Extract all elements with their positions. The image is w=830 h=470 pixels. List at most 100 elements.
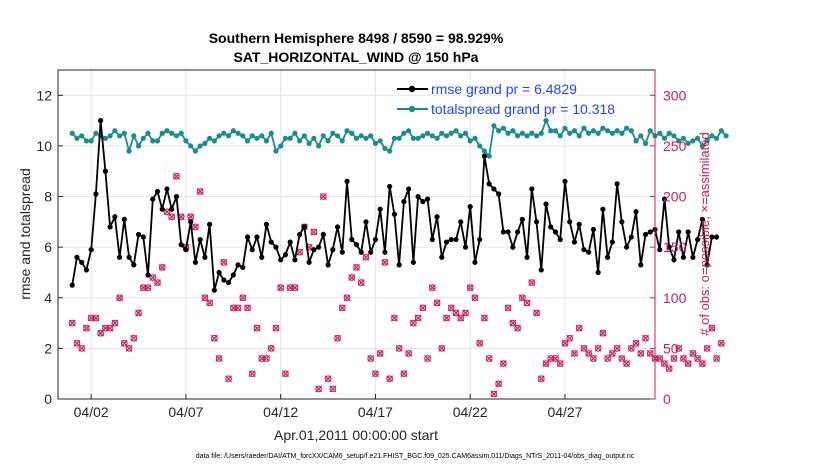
obs-possible-circle: [490, 390, 498, 398]
totalspread-point: [344, 128, 350, 134]
obs-count-marker: [433, 299, 441, 307]
x-tick-label: 04/02: [74, 404, 109, 420]
rmse-point: [334, 224, 341, 230]
obs-possible-circle: [244, 304, 251, 312]
rmse-point: [169, 206, 175, 212]
totalspread-point: [699, 143, 705, 149]
obs-assimilated-cross: [537, 375, 545, 383]
obs-assimilated-cross: [386, 375, 394, 383]
rmse-point: [93, 191, 99, 197]
totalspread-point: [448, 130, 454, 136]
obs-assimilated-cross: [253, 324, 261, 332]
totalspread-point: [183, 138, 189, 144]
obs-count-marker: [343, 294, 351, 302]
obs-possible-circle: [476, 339, 484, 347]
rmse-point: [538, 267, 544, 273]
obs-possible-circle: [575, 324, 583, 332]
totalspread-point: [500, 125, 506, 131]
obs-assimilated-cross: [428, 284, 436, 292]
obs-possible-circle: [680, 355, 687, 362]
obs-possible-circle: [376, 350, 384, 357]
rmse-point: [292, 257, 298, 263]
totalspread-point: [116, 133, 123, 139]
obs-possible-circle: [348, 274, 356, 281]
obs-possible-circle: [73, 339, 81, 347]
obs-assimilated-cross: [623, 360, 630, 367]
obs-assimilated-cross: [220, 258, 228, 266]
obs-possible-circle: [504, 304, 512, 312]
obs-possible-circle: [438, 345, 446, 352]
obs-assimilated-cross: [481, 314, 488, 322]
rmse-point: [135, 231, 142, 238]
rmse-point: [448, 236, 454, 243]
obs-count-marker: [575, 324, 583, 332]
rmse-point: [406, 186, 412, 192]
totalspread-point: [661, 135, 668, 141]
obs-assimilated-cross: [116, 294, 124, 302]
obs-possible-circle: [609, 350, 616, 357]
obs-possible-circle: [419, 304, 427, 312]
obs-assimilated-cross: [575, 324, 583, 332]
obs-possible-circle: [618, 355, 626, 362]
obs-assimilated-cross: [353, 263, 360, 271]
obs-assimilated-cross: [324, 375, 332, 383]
obs-assimilated-cross: [390, 314, 398, 322]
obs-count-marker: [613, 344, 621, 352]
obs-assimilated-cross: [485, 355, 493, 362]
obs-assimilated-cross: [443, 314, 450, 322]
totalspread-point: [145, 130, 151, 136]
obs-count-marker: [670, 355, 678, 362]
rmse-point: [297, 231, 303, 238]
obs-count-marker: [215, 355, 223, 362]
rmse-point: [344, 178, 350, 184]
obs-possible-circle: [556, 360, 564, 367]
obs-assimilated-cross: [130, 334, 138, 342]
totalspread-point: [88, 138, 94, 144]
obs-assimilated-cross: [272, 324, 280, 332]
y-right-tick-label: 0: [663, 391, 671, 407]
rmse-point: [358, 249, 364, 255]
obs-assimilated-cross: [267, 344, 275, 352]
rmse-point: [586, 249, 592, 255]
totalspread-point: [221, 130, 227, 136]
rmse-point: [263, 221, 270, 227]
y-right-tick-label: 50: [663, 340, 679, 356]
rmse-point: [581, 247, 587, 253]
totalspread-point: [259, 133, 265, 139]
rmse-point: [657, 247, 663, 253]
obs-count-marker: [92, 314, 100, 322]
totalspread-point: [306, 140, 312, 146]
obs-count-marker: [623, 360, 630, 367]
rmse-point: [699, 216, 705, 222]
obs-count-marker: [514, 324, 522, 332]
obs-count-marker: [466, 284, 474, 292]
totalspread-point: [557, 133, 563, 139]
totalspread-point: [595, 130, 601, 136]
y-right-tick-label: 300: [663, 87, 687, 103]
totalspread-point: [415, 135, 421, 141]
obs-possible-circle: [239, 294, 247, 302]
totalspread-point: [74, 135, 80, 141]
rmse-point: [420, 199, 426, 205]
legend: rmse grand pr = 6.4829 totalspread grand…: [397, 81, 615, 117]
totalspread-point: [628, 128, 634, 134]
obs-count-marker: [386, 375, 394, 383]
obs-possible-circle: [381, 258, 389, 266]
totalspread-point: [619, 130, 625, 136]
totalspread-point: [254, 135, 260, 141]
obs-assimilated-cross: [206, 299, 214, 307]
totalspread-point: [287, 135, 293, 141]
obs-count-marker: [173, 172, 180, 180]
totalspread-point: [358, 133, 364, 139]
obs-count-marker: [135, 309, 142, 317]
obs-assimilated-cross: [239, 294, 247, 302]
obs-possible-circle: [106, 324, 114, 332]
obs-count-marker: [239, 294, 247, 302]
obs-assimilated-cross: [244, 304, 251, 312]
rmse-point: [439, 254, 445, 260]
rmse-point: [562, 178, 568, 184]
totalspread-point: [268, 130, 274, 136]
obs-assimilated-cross: [499, 360, 507, 367]
obs-count-marker: [206, 299, 214, 307]
chart-title-line1: Southern Hemisphere 8498 / 8590 = 98.929…: [209, 30, 504, 46]
